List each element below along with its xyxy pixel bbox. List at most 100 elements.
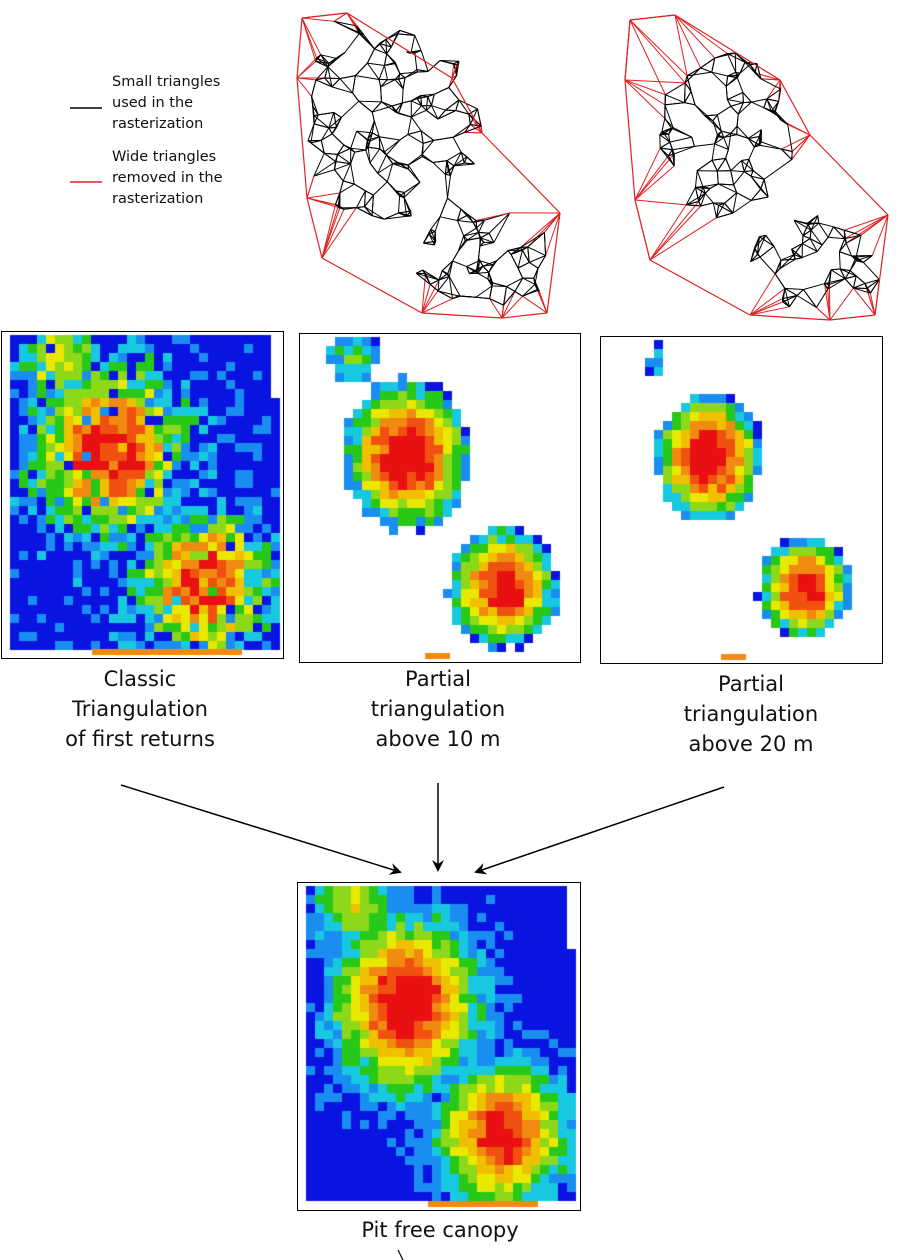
small-triangle-edge (496, 250, 509, 262)
small-triangle-edge (543, 232, 547, 256)
small-triangle-edge (533, 268, 539, 279)
small-triangle-edge (774, 111, 781, 119)
small-triangle-edge (327, 57, 337, 68)
small-triangle-edge (714, 137, 725, 145)
small-triangle-edge (364, 206, 373, 216)
wide-triangle-edge (301, 17, 322, 56)
small-triangle-edge (796, 295, 817, 308)
wide-triangle-edge (451, 64, 458, 79)
small-triangle-edge (385, 154, 394, 164)
small-triangle-edge (489, 285, 493, 299)
small-triangle-edge (313, 152, 325, 177)
small-triangle-edge (712, 157, 726, 161)
small-triangle-edge (534, 284, 540, 292)
small-triangle-edge (364, 206, 385, 220)
small-triangle-edge (845, 242, 853, 257)
wide-triangle-edge (301, 17, 317, 62)
small-triangle-edge (310, 142, 325, 154)
small-triangle-edge (510, 254, 519, 269)
small-triangle-edge (475, 296, 490, 300)
small-triangle-edge (690, 91, 696, 105)
small-triangle-edge (527, 246, 530, 263)
small-triangle-edge (366, 62, 380, 80)
wide-triangle-edge (421, 279, 440, 314)
small-triangle-edge (844, 270, 851, 280)
small-triangle-edge (358, 32, 361, 35)
small-triangle-edge (661, 131, 669, 135)
small-triangle-edge (438, 275, 450, 281)
small-triangle-edge (810, 222, 820, 231)
small-triangle-edge (399, 133, 409, 141)
small-triangle-edge (453, 63, 457, 66)
small-triangle-edge (793, 219, 804, 236)
small-triangle-edge (420, 130, 424, 144)
small-triangle-edge (833, 226, 845, 231)
small-triangle-edge (468, 108, 478, 115)
wide-triangle-edge (544, 212, 561, 233)
small-triangle-edge (730, 105, 739, 115)
small-triangle-edge (750, 256, 761, 263)
small-triangle-edge (452, 124, 471, 138)
small-triangle-edge (766, 88, 782, 100)
small-triangle-edge (472, 220, 477, 223)
hull-edge (321, 257, 423, 314)
small-triangle-edge (430, 229, 437, 242)
small-triangle-edge (356, 25, 361, 34)
small-triangle-edge (313, 114, 319, 117)
small-triangle-edge (717, 130, 722, 136)
small-triangle-edge (431, 105, 439, 120)
small-triangle-edge (687, 71, 712, 77)
small-triangle-edge (368, 146, 380, 150)
wide-triangle-edge (527, 212, 561, 248)
small-triangle-edge (528, 261, 539, 269)
small-triangle-edge (410, 116, 422, 132)
small-triangle-edge (851, 255, 864, 263)
wide-triangle-edge (760, 78, 781, 81)
small-triangle-edge (479, 237, 482, 247)
small-triangle-edge (839, 251, 852, 257)
small-triangle-edge (423, 139, 434, 144)
small-triangle-edge (356, 130, 373, 134)
small-triangle-edge (391, 102, 403, 107)
small-triangle-edge (420, 95, 428, 98)
wide-triangle-edge (766, 79, 781, 100)
small-triangle-edge (754, 141, 762, 148)
small-triangle-edge (712, 202, 718, 218)
small-triangle-edge (503, 291, 516, 306)
small-triangle-edge (437, 110, 457, 120)
small-triangle-edge (422, 269, 431, 285)
small-triangle-edge (421, 105, 427, 111)
small-triangle-edge (420, 95, 423, 106)
wide-triangle-edge (871, 214, 889, 256)
small-triangle-edge (838, 251, 841, 270)
small-triangle-edge (478, 232, 482, 239)
wide-triangle-edge (674, 14, 702, 69)
small-triangle-edge (803, 283, 825, 290)
small-triangle-edge (447, 260, 454, 274)
small-triangle-edge (723, 132, 732, 138)
small-triangle-edge (392, 163, 409, 170)
small-triangle-edge (718, 202, 725, 206)
small-triangle-edge (416, 69, 429, 72)
small-triangle-edge (356, 130, 371, 142)
small-triangle-edge (669, 141, 673, 150)
small-triangle-edge (533, 278, 536, 285)
small-triangle-edge (659, 141, 671, 149)
wide-triangle-edge (844, 214, 889, 240)
small-triangle-edge (414, 35, 422, 51)
hull-edge (624, 79, 636, 201)
wide-triangle-edge (674, 14, 688, 76)
small-triangle-edge (433, 136, 454, 141)
small-triangle-edge (394, 79, 404, 90)
small-triangle-edge (793, 219, 809, 225)
small-triangle-edge (455, 110, 470, 115)
small-triangle-edge (401, 88, 404, 103)
wide-triangle-edge (649, 201, 700, 261)
small-triangle-edge (437, 276, 450, 292)
wide-triangle-edge (749, 298, 783, 316)
small-triangle-edge (716, 171, 719, 185)
small-triangle-edge (407, 133, 424, 144)
hull-edge (546, 212, 561, 314)
small-triangle-edge (428, 233, 435, 246)
small-triangle-edge (747, 129, 762, 139)
